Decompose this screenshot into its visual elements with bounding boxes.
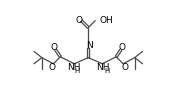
Text: NH: NH	[67, 63, 80, 72]
Text: H: H	[104, 68, 110, 74]
Text: H: H	[75, 68, 80, 74]
Text: O: O	[75, 16, 83, 25]
Text: O: O	[48, 63, 55, 72]
Text: O: O	[119, 43, 126, 52]
Text: OH: OH	[99, 16, 113, 25]
Text: NH: NH	[96, 63, 110, 72]
Text: O: O	[121, 63, 128, 72]
Text: O: O	[51, 43, 58, 52]
Text: N: N	[86, 41, 92, 50]
